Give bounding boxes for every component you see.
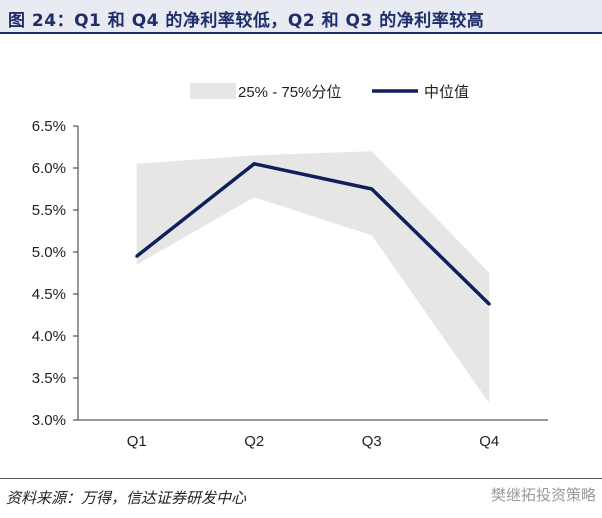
median-point	[370, 187, 374, 191]
legend-line-label: 中位值	[424, 84, 469, 101]
chart-legend: 25% - 75%分位 中位值	[190, 83, 469, 101]
x-tick-label: Q3	[362, 433, 382, 450]
median-series-line	[135, 162, 491, 306]
x-tick-label: Q2	[244, 433, 264, 450]
axis-layer: 3.0% 3.5% 4.0% 4.5% 5.0% 5.5% 6.0% 6.5% Q1 Q2 Q3 Q4	[32, 118, 548, 450]
band-layer	[136, 151, 490, 404]
watermark: 樊继拓投资策略	[490, 486, 596, 504]
y-tick-label: 6.5%	[32, 118, 66, 135]
y-tick-label: 3.5%	[32, 370, 66, 387]
y-tick-label: 5.0%	[32, 244, 66, 261]
x-tick-label: Q1	[127, 433, 147, 450]
legend-band-swatch	[190, 83, 236, 99]
y-tick-label: 4.0%	[32, 328, 66, 345]
legend-band-label: 25% - 75%分位	[238, 84, 341, 101]
figure-title: 图 24：Q1 和 Q4 的净利率较低，Q2 和 Q3 的净利率较高	[0, 0, 602, 34]
band-area-25-75	[136, 151, 490, 404]
x-tick-label: Q4	[479, 433, 499, 450]
median-point	[487, 302, 491, 306]
line-layer	[135, 162, 491, 306]
footer-divider	[0, 478, 602, 479]
line-chart: 25% - 75%分位 中位值 3.0% 3.5% 4.0% 4.5% 5.0% 5.5% 6…	[32, 83, 548, 450]
y-tick-label: 5.5%	[32, 202, 66, 219]
y-tick-label: 4.5%	[32, 286, 66, 303]
y-tick-label: 6.0%	[32, 160, 66, 177]
chart-container: 25% - 75%分位 中位值 3.0% 3.5% 4.0% 4.5% 5.0% 5.5% 6…	[0, 62, 602, 464]
y-tick-label: 3.0%	[32, 412, 66, 429]
median-point	[135, 254, 139, 258]
median-point	[252, 162, 256, 166]
source-note: 资料来源：万得，信达证券研发中心	[6, 489, 247, 507]
